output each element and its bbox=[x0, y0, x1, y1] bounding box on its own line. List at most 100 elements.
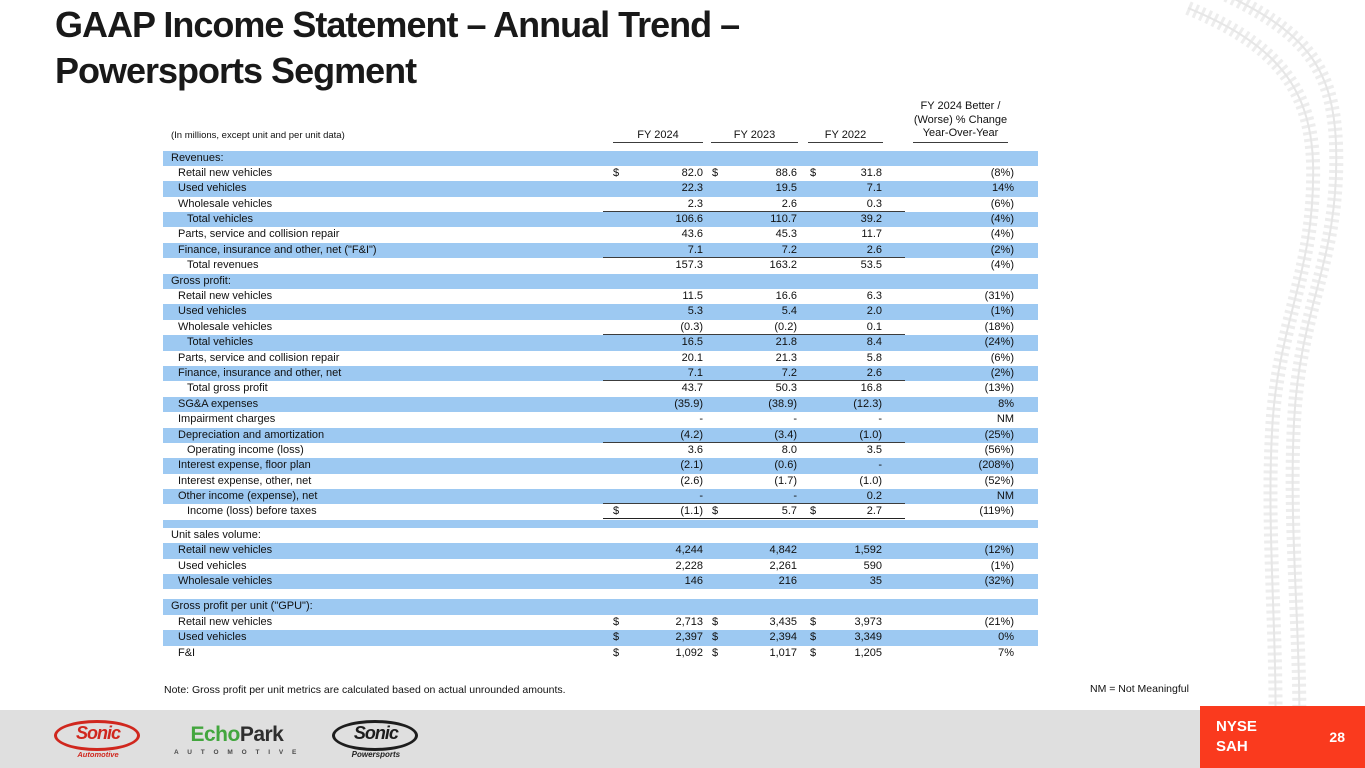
cell-value: (3.4) bbox=[774, 428, 797, 441]
value-cell-fy2023: $2,394 bbox=[703, 630, 798, 645]
value-cell-fy2024: 43.7 bbox=[603, 381, 703, 396]
value-cell-fy2023: (0.6) bbox=[703, 458, 798, 473]
slide-title-line1: GAAP Income Statement – Annual Trend – bbox=[55, 4, 740, 45]
dollar-sign: $ bbox=[810, 615, 817, 628]
value-cell-fy2024: 106.6 bbox=[603, 212, 703, 227]
table-row: Retail new vehicles 4,244 4,842 1,592 (12%) bbox=[163, 543, 1038, 559]
cell-value: 21.3 bbox=[775, 351, 797, 364]
pct-change-cell: (1%) bbox=[990, 305, 1014, 318]
cell-value: 7.2 bbox=[781, 243, 797, 256]
value-cell-fy2023: 2,261 bbox=[703, 559, 798, 574]
value-cell-fy2023: (38.9) bbox=[703, 397, 798, 412]
value-cell-fy2024: $1,092 bbox=[603, 646, 703, 661]
value-cell-fy2023: 16.6 bbox=[703, 289, 798, 304]
pct-change-cell bbox=[883, 528, 1038, 543]
cell-value: 31.8 bbox=[860, 166, 882, 179]
cell-value: 82.0 bbox=[681, 166, 703, 179]
tire-tracks-graphic bbox=[1185, 0, 1344, 768]
units-note: (In millions, except unit and per unit d… bbox=[171, 129, 345, 141]
cell-value: 1,205 bbox=[854, 646, 882, 659]
cell-value: 5.7 bbox=[781, 505, 797, 518]
table-row: Finance, insurance and other, net 7.1 7.2 2… bbox=[163, 365, 1038, 382]
row-label: SG&A expenses bbox=[178, 397, 259, 410]
row-label: Used vehicles bbox=[178, 559, 247, 572]
table-row: Gross profit per unit ("GPU"): bbox=[163, 599, 1038, 615]
sonic-automotive-wordmark: Sonic bbox=[75, 723, 121, 743]
cell-value: 0.2 bbox=[866, 490, 882, 503]
footer-bar: Sonic Automotive EchoPark A U T O M O T … bbox=[0, 710, 1365, 768]
dollar-sign: $ bbox=[613, 631, 620, 644]
value-cell-fy2022: 7.1 bbox=[798, 181, 883, 196]
row-label: Retail new vehicles bbox=[178, 166, 273, 179]
value-cell-fy2023: - bbox=[703, 412, 798, 427]
value-cell-fy2024: 16.5 bbox=[603, 335, 703, 350]
value-cell-fy2022: 2.6 bbox=[798, 243, 883, 258]
value-cell-fy2024: $ (1.1) bbox=[603, 504, 703, 519]
row-label: Gross profit: bbox=[171, 274, 231, 287]
value-cell-fy2024: (2.6) bbox=[603, 474, 703, 489]
cell-value: 39.2 bbox=[860, 213, 882, 226]
row-label: Wholesale vehicles bbox=[178, 197, 273, 210]
cell-value: 4,842 bbox=[769, 544, 797, 557]
table-row: Total gross profit 43.7 50.3 16.8 (13%) bbox=[163, 381, 1038, 396]
row-label: Depreciation and amortization bbox=[178, 428, 325, 441]
cell-value: 35 bbox=[869, 575, 882, 588]
value-cell-fy2022: $3,349 bbox=[798, 630, 883, 645]
value-cell-fy2024: 11.5 bbox=[603, 289, 703, 304]
cell-value: - bbox=[793, 413, 797, 426]
echopark-wordmark-echo: Echo bbox=[190, 722, 240, 746]
dollar-sign: $ bbox=[613, 505, 620, 518]
cell-value: (0.6) bbox=[774, 459, 797, 472]
table-row: Wholesale vehicles 2.3 2.6 0.3 (6%) bbox=[163, 197, 1038, 213]
value-cell-fy2023: 50.3 bbox=[703, 381, 798, 396]
cell-value: 7.1 bbox=[687, 366, 703, 379]
logo-strip: Sonic Automotive EchoPark A U T O M O T … bbox=[52, 719, 422, 759]
value-cell-fy2024: 20.1 bbox=[603, 351, 703, 366]
row-label: Retail new vehicles bbox=[178, 615, 273, 628]
value-cell-fy2023: (0.2) bbox=[703, 320, 798, 335]
value-cell-fy2022: $1,205 bbox=[798, 646, 883, 661]
cell-value: 163.2 bbox=[769, 259, 797, 272]
value-cell-fy2023 bbox=[703, 274, 798, 289]
underline bbox=[603, 503, 905, 505]
cell-value: 7.2 bbox=[781, 366, 797, 379]
table-row: Depreciation and amortization (4.2) (3.4) (… bbox=[163, 427, 1038, 443]
value-cell-fy2022: 0.2 bbox=[798, 489, 883, 504]
value-cell-fy2022: 53.5 bbox=[798, 258, 883, 273]
pct-change-cell: (6%) bbox=[990, 351, 1014, 364]
table-row: Parts, service and collision repair 20.1 2… bbox=[163, 351, 1038, 366]
value-cell-fy2023: 7.2 bbox=[703, 243, 798, 258]
cell-value: (2.6) bbox=[680, 474, 703, 487]
value-cell-fy2023: 7.2 bbox=[703, 366, 798, 381]
cell-value: - bbox=[793, 490, 797, 503]
row-label: Wholesale vehicles bbox=[178, 575, 273, 588]
table-row: Revenues: bbox=[163, 150, 1038, 166]
value-cell-fy2022: - bbox=[798, 412, 883, 427]
pct-change-cell: (31%) bbox=[984, 290, 1014, 303]
cell-value: 1,092 bbox=[675, 646, 703, 659]
table-row: Total vehicles 16.5 21.8 8.4 (24%) bbox=[163, 335, 1038, 351]
pct-change-cell: (4%) bbox=[990, 259, 1014, 272]
underline bbox=[603, 211, 905, 213]
value-cell-fy2022: 16.8 bbox=[798, 381, 883, 396]
value-cell-fy2023: 110.7 bbox=[703, 212, 798, 227]
pct-change-cell: (4%) bbox=[990, 213, 1014, 226]
table-row: Used vehicles 22.3 19.5 7.1 14% bbox=[163, 181, 1038, 197]
value-cell-fy2023: - bbox=[703, 489, 798, 504]
pct-change-cell bbox=[883, 274, 1038, 289]
cell-value: 7.1 bbox=[687, 243, 703, 256]
value-cell-fy2024: - bbox=[603, 489, 703, 504]
table-row: SG&A expenses (35.9) (38.9) (12.3) 8% bbox=[163, 396, 1038, 413]
table-row: Impairment charges - - - NM bbox=[163, 412, 1038, 427]
cell-value: 3,349 bbox=[854, 631, 882, 644]
value-cell-fy2024: 2,228 bbox=[603, 559, 703, 574]
value-cell-fy2023 bbox=[703, 528, 798, 543]
cell-value: (0.3) bbox=[680, 320, 703, 333]
dollar-sign: $ bbox=[810, 166, 817, 179]
pct-change-cell: (21%) bbox=[984, 615, 1014, 628]
table-row: Interest expense, floor plan (2.1) (0.6) - (… bbox=[163, 458, 1038, 474]
value-cell-fy2024: $2,397 bbox=[603, 630, 703, 645]
value-cell-fy2023: 21.8 bbox=[703, 335, 798, 350]
value-cell-fy2022: (1.0) bbox=[798, 474, 883, 489]
cell-value: 43.6 bbox=[681, 228, 703, 241]
